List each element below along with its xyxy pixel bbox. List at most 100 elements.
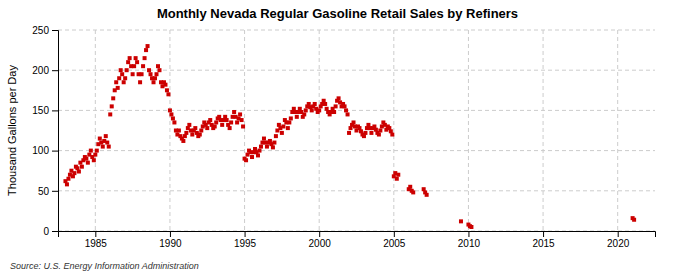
point [125,68,129,72]
x-tick-mark [394,231,395,237]
y-tick-label: 0 [43,226,49,237]
annotation: Source: U.S. Energy Information Administ… [10,261,199,271]
y-axis-title: Thousand Gallons per Day [6,65,18,196]
point [184,131,188,135]
point [632,218,636,222]
y-axis: 050100150200250 [32,25,58,237]
point [114,80,118,84]
point [131,72,135,76]
point [92,158,96,162]
x-tick-mark [95,231,96,237]
point [238,112,242,116]
y-tick-mark [52,70,58,71]
point [281,124,285,128]
y-tick-label: 200 [32,65,49,76]
point [344,108,348,112]
point [225,118,229,122]
point [117,76,121,80]
point [104,134,108,138]
point [396,173,400,177]
point [256,153,260,157]
point [287,120,291,124]
grid-line-x [617,30,618,231]
x-tick: 2005 [383,231,406,249]
point [274,134,278,138]
point [95,149,99,153]
point [119,68,123,72]
x-tick-label: 1995 [234,238,257,249]
point [271,145,275,149]
point [116,86,120,90]
grid-line-x [543,30,544,231]
point [168,108,172,112]
point [120,72,124,76]
x-tick-mark [319,231,320,237]
point [205,126,209,130]
y-tick-mark [52,110,58,111]
point [138,80,142,84]
point [110,104,114,108]
y-axis-line [52,31,59,232]
point [337,96,341,100]
point [378,129,382,133]
x-tick: 1990 [159,231,182,249]
chart: 1985199019952000200520102015202005010015… [0,0,675,275]
plot: 1985199019952000200520102015202005010015… [32,25,655,249]
point [146,44,150,48]
point [98,137,102,141]
point [187,123,191,127]
point [147,68,151,72]
point [101,145,105,149]
y-tick: 200 [32,65,58,76]
point [352,120,356,124]
point [286,126,290,130]
title: Monthly Nevada Regular Gasoline Retail S… [157,6,518,21]
y-tick-label: 100 [32,145,49,156]
point [143,56,147,60]
x-tick-mark [543,231,544,237]
point [134,56,138,60]
point [149,72,153,76]
grid-line-x [319,30,320,231]
point [177,129,181,133]
point [122,80,126,84]
point [313,102,317,106]
point [235,120,239,124]
point [72,171,76,175]
point [141,64,145,68]
grid-line-y [58,110,655,111]
point [132,64,136,68]
point [425,193,429,197]
point [156,64,160,68]
point [152,80,156,84]
point [208,118,212,122]
point [77,170,81,174]
x-tick-label: 1985 [85,238,108,249]
point [257,149,261,153]
grid-line-x [95,30,96,231]
point [108,112,112,116]
x-tick-label: 2010 [458,238,481,249]
point [111,96,115,100]
point [190,133,194,137]
x-tick-mark [618,231,619,237]
point [259,145,263,149]
point [126,60,130,64]
point [89,149,93,153]
grid-line-y [58,150,655,151]
point [193,126,197,130]
x-tick-mark [468,231,469,237]
point [169,112,173,116]
point [93,153,97,157]
point [343,104,347,108]
point [135,60,139,64]
point [310,108,314,112]
y-tick: 100 [32,145,58,156]
point [214,120,218,124]
y-tick-label: 250 [32,25,49,36]
point [213,124,217,128]
point [241,124,245,128]
grid-line-x [169,30,170,231]
grid-line-y [58,30,655,31]
point [469,225,473,229]
